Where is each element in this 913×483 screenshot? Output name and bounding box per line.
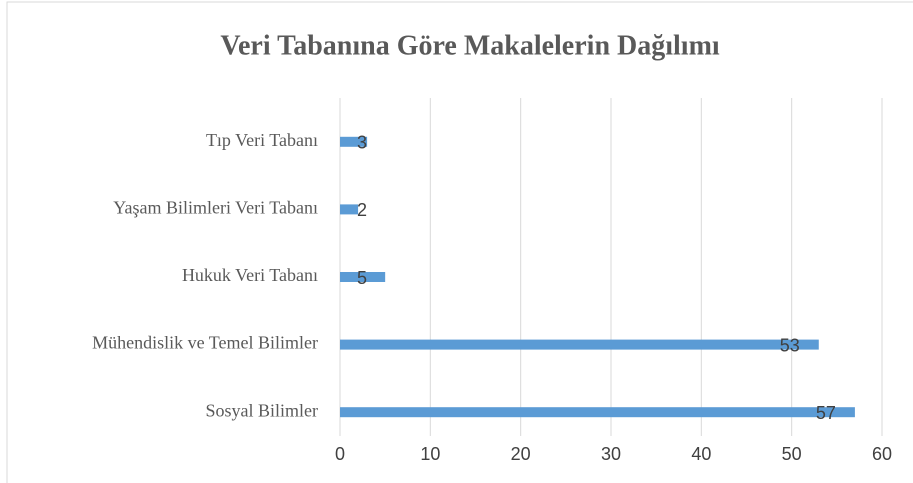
- x-tick-label: 60: [872, 444, 892, 464]
- x-tick-label: 20: [511, 444, 531, 464]
- x-tick-label: 0: [335, 444, 345, 464]
- bar: [340, 136, 368, 147]
- bar: [340, 272, 386, 282]
- y-tick-label: Sosyal Bilimler: [206, 400, 319, 420]
- y-tick-label: Yaşam Bilimleri Veri Tabanı: [113, 198, 318, 218]
- y-tick-label: Hukuk Veri Tabanı: [182, 265, 318, 285]
- chart-title: Veri Tabanına Göre Makalelerin Dağılımı: [220, 30, 720, 61]
- data-label: 5: [357, 268, 367, 288]
- data-label: 3: [357, 133, 367, 153]
- bar: [340, 204, 359, 215]
- chart-frame: [6, 1, 913, 483]
- x-tick-label: 30: [601, 444, 621, 464]
- data-label: 53: [780, 335, 800, 355]
- x-tick-label: 50: [782, 444, 802, 464]
- x-tick-label: 40: [691, 444, 711, 464]
- bar: [340, 339, 819, 350]
- data-label: 57: [816, 403, 836, 423]
- x-tick-label: 10: [420, 444, 440, 464]
- data-label: 2: [357, 200, 367, 220]
- y-tick-label: Tıp Veri Tabanı: [206, 130, 318, 150]
- bar: [340, 407, 855, 418]
- y-tick-label: Mühendislik ve Temel Bilimler: [92, 333, 318, 353]
